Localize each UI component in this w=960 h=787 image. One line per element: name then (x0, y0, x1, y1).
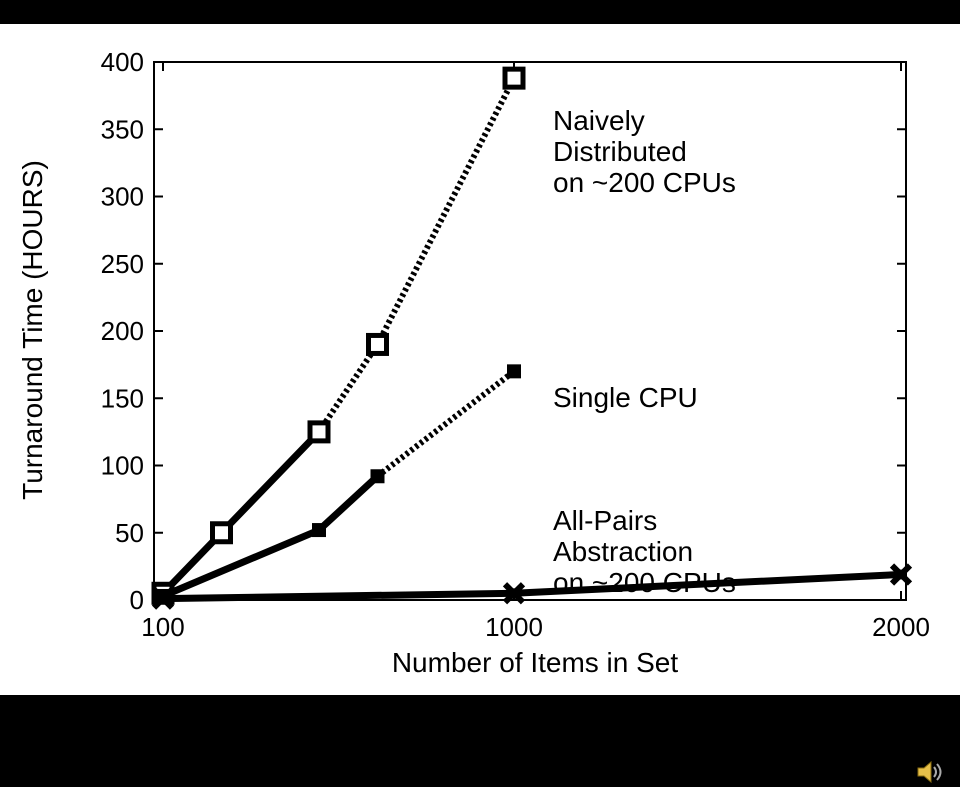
marker-naive (366, 332, 389, 356)
y-tick-label: 200 (101, 316, 144, 346)
series-markers (151, 66, 913, 610)
series-line-naive (316, 342, 380, 434)
series-label-line: Distributed (553, 136, 687, 167)
series-label-line: on ~200 CPUs (553, 567, 736, 598)
marker-single (370, 469, 385, 484)
y-tick-label: 400 (101, 47, 144, 77)
series-label-line: Single CPU (553, 382, 698, 413)
marker-naive (307, 420, 331, 444)
y-axis: 0 50 100 150 200 250 300 350 400 (101, 47, 906, 615)
series-label-line: Abstraction (553, 536, 693, 567)
series-label-line: on ~200 CPUs (553, 167, 736, 198)
x-tick-label: 1000 (485, 612, 543, 642)
series-label-line: Naively (553, 105, 645, 136)
marker-center-allpairs (509, 588, 519, 599)
y-tick-label: 350 (101, 114, 144, 144)
y-tick-label: 150 (101, 383, 144, 413)
marker-naive (502, 66, 526, 90)
y-tick-label: 50 (115, 518, 144, 548)
x-tick-label: 2000 (872, 612, 930, 642)
series-label-naive: Naively Distributed on ~200 CPUs (553, 105, 736, 198)
speaker-icon[interactable] (914, 757, 944, 787)
marker-center-allpairs (158, 593, 168, 604)
marker-center-allpairs (896, 569, 906, 580)
series-line-single (315, 472, 381, 534)
series-line-naive (218, 428, 323, 537)
x-axis: 100 1000 2000 (141, 62, 930, 642)
y-tick-label: 250 (101, 249, 144, 279)
x-tick-label: 100 (141, 612, 184, 642)
y-tick-label: 0 (130, 585, 144, 615)
slide: 0 50 100 150 200 250 300 350 400 100 1000 2000 Nai… (0, 24, 960, 695)
y-axis-label: Turnaround Time (HOURS) (17, 160, 48, 500)
series-label-allpairs: All-Pairs Abstraction on ~200 CPUs (553, 505, 736, 598)
plot-border (153, 61, 907, 601)
turnaround-chart: 0 50 100 150 200 250 300 350 400 100 1000 2000 Nai… (17, 47, 930, 678)
series-line-allpairs (159, 589, 518, 603)
plot-frame (153, 61, 907, 601)
y-tick-label: 300 (101, 182, 144, 212)
series-lines (159, 76, 905, 603)
series-label-line: All-Pairs (553, 505, 657, 536)
series-label-single: Single CPU (553, 382, 698, 413)
y-tick-label: 100 (101, 451, 144, 481)
series-line-naive (374, 76, 517, 346)
marker-single (507, 364, 521, 379)
marker-single (312, 523, 326, 538)
series-line-single (375, 368, 516, 479)
series-line-allpairs (510, 570, 905, 597)
marker-naive (210, 521, 233, 545)
x-axis-label: Number of Items in Set (392, 647, 679, 678)
series-line-single (159, 526, 323, 600)
